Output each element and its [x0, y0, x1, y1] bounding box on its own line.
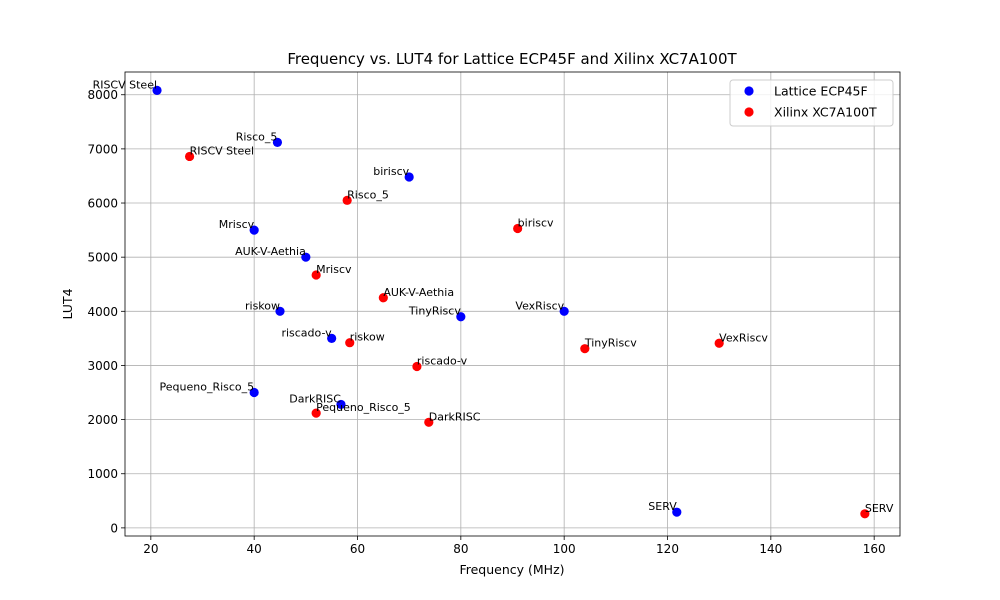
legend-entry: Xilinx XC7A100T	[774, 105, 877, 120]
y-tick-label: 1000	[87, 467, 118, 481]
data-label: Pequeno_Risco_5	[160, 381, 255, 394]
series-lattice	[152, 85, 682, 517]
data-point	[272, 137, 283, 147]
data-label: riskow	[350, 331, 385, 344]
data-label: VexRiscv	[719, 331, 768, 344]
x-tick-label: 20	[143, 542, 158, 556]
data-point	[580, 344, 590, 354]
legend-frame	[729, 79, 894, 127]
data-label: RISCV Steel	[190, 144, 254, 157]
data-point	[456, 312, 466, 322]
data-label: Mriscv	[219, 218, 255, 231]
x-tick-label: 120	[656, 542, 679, 556]
data-label: biriscv	[518, 216, 554, 229]
data-label: riscado-v	[417, 355, 468, 368]
data-label: Risco_5	[347, 188, 389, 201]
data-label: DarkRISC	[429, 410, 481, 423]
y-tick-label: 3000	[87, 359, 118, 373]
data-label: riscado-v	[281, 326, 332, 339]
data-point	[342, 195, 352, 205]
y-tick-label: 7000	[87, 142, 118, 156]
data-label: Risco_5	[236, 130, 278, 143]
data-label: AUK-V-Aethia	[235, 245, 306, 258]
axis-ticks: 20 40 60 80 100 120 140 160 0 1000 2000 3000 4000 500…	[87, 88, 885, 556]
x-tick-label: 60	[350, 542, 365, 556]
data-point	[345, 338, 355, 348]
data-label: AUK-V-Aethia	[383, 286, 454, 299]
data-label: TinyRiscv	[584, 337, 637, 350]
x-axis-label: Frequency (MHz)	[459, 562, 564, 577]
data-point	[714, 338, 724, 348]
data-point	[184, 151, 195, 162]
data-series	[152, 85, 870, 519]
data-point	[275, 306, 285, 316]
data-label: SERV	[648, 500, 677, 513]
legend: Lattice ECP45F Xilinx XC7A100T	[729, 79, 894, 127]
legend-marker	[744, 86, 754, 96]
y-tick-label: 4000	[87, 305, 118, 319]
data-point	[311, 408, 321, 418]
data-label: biriscv	[373, 165, 409, 178]
data-label: Pequeno_Risco_5	[316, 401, 411, 414]
point-labels: RISCV SteelRisco_5biriscvMriscvAUK-V-Aet…	[93, 78, 894, 514]
legend-marker	[744, 107, 754, 117]
y-tick-label: 2000	[87, 413, 118, 427]
data-point	[336, 399, 346, 410]
data-point	[424, 417, 434, 427]
data-label: DarkRISC	[289, 392, 341, 405]
data-point	[559, 306, 569, 316]
y-axis-label: LUT4	[60, 288, 75, 319]
grid	[125, 72, 900, 536]
data-point	[249, 225, 259, 235]
chart-title: Frequency vs. LUT4 for Lattice ECP45F an…	[287, 50, 737, 68]
data-point	[152, 85, 162, 96]
legend-entry: Lattice ECP45F	[774, 84, 868, 99]
data-label: VexRiscv	[515, 299, 564, 312]
data-point	[860, 509, 870, 519]
x-tick-label: 160	[863, 542, 886, 556]
x-tick-label: 140	[759, 542, 782, 556]
plot-frame	[124, 71, 901, 537]
data-point	[672, 507, 682, 517]
x-tick-label: 80	[453, 542, 468, 556]
data-point	[249, 387, 259, 398]
data-point	[513, 223, 523, 234]
data-label: Mriscv	[316, 263, 352, 276]
data-label: TinyRiscv	[408, 305, 461, 318]
data-label: riskow	[245, 299, 280, 312]
data-label: SERV	[865, 502, 894, 515]
data-point	[412, 361, 422, 372]
data-point	[378, 293, 388, 303]
data-point	[311, 270, 321, 280]
x-tick-label: 40	[247, 542, 262, 556]
data-point	[327, 333, 337, 343]
y-tick-label: 5000	[87, 251, 118, 265]
x-tick-label: 100	[553, 542, 576, 556]
y-tick-label: 6000	[87, 197, 118, 211]
y-tick-label: 8000	[87, 88, 118, 102]
data-point	[404, 172, 414, 182]
series-xilinx	[184, 151, 870, 519]
y-tick-label: 0	[110, 521, 118, 535]
data-point	[301, 252, 311, 262]
